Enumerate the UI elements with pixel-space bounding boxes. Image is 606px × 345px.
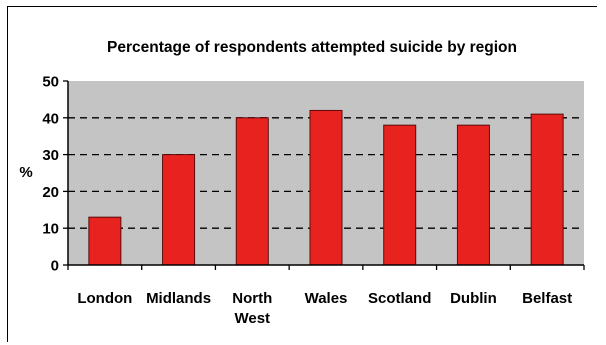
bar — [383, 124, 417, 266]
bar — [235, 117, 269, 266]
bar — [530, 113, 564, 266]
x-tick-labels: London Midlands North West Wales Scotland Dubl… — [77, 290, 572, 327]
chart-title: Percentage of respondents attempted suic… — [107, 39, 517, 56]
bar — [309, 109, 343, 266]
y-tick-label: 40 — [42, 110, 59, 127]
x-tick-label: Belfast — [522, 290, 572, 307]
y-tick-label: 0 — [51, 258, 59, 275]
x-tick-label: West — [234, 310, 270, 327]
y-tick-label: 10 — [42, 221, 59, 238]
y-axis-label: % — [19, 164, 32, 181]
y-tick-label: 30 — [42, 147, 59, 164]
x-tick-label: London — [77, 290, 132, 307]
bar — [162, 154, 196, 266]
bar — [88, 216, 122, 266]
x-tick-label: North — [232, 290, 272, 307]
x-tick-label: Dublin — [450, 290, 497, 307]
bar-series — [88, 109, 564, 266]
y-tick-label: 50 — [42, 74, 59, 91]
x-tick-label: Scotland — [368, 290, 431, 307]
y-tick-labels: 0 10 20 30 40 50 — [42, 74, 59, 275]
x-tick-label: Wales — [305, 290, 348, 307]
y-tick-label: 20 — [42, 184, 59, 201]
axes — [63, 80, 585, 270]
x-tick-label: Midlands — [146, 290, 211, 307]
bar — [456, 124, 490, 266]
